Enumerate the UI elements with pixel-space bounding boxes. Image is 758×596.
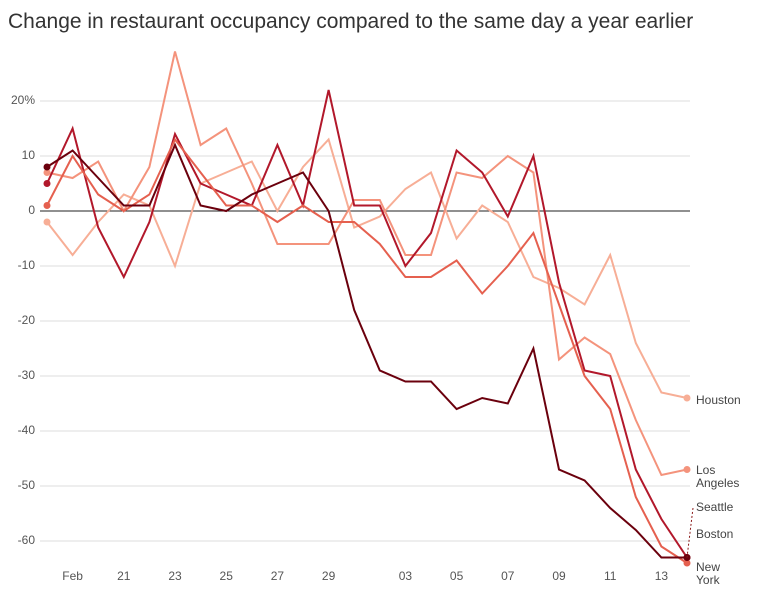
- start-dot: [43, 202, 51, 209]
- series-line: [46, 89, 688, 559]
- series-label: Los Angeles: [696, 463, 740, 490]
- x-tick-label: Feb: [62, 569, 83, 583]
- y-tick-label: -40: [18, 423, 36, 437]
- x-tick-label: 29: [322, 569, 336, 583]
- chart-title: Change in restaurant occupancy compared …: [8, 10, 693, 33]
- series-label: New York: [696, 560, 721, 587]
- end-dot: [683, 466, 691, 473]
- x-tick-label: 05: [450, 569, 464, 583]
- series-label: Seattle: [696, 500, 734, 514]
- y-tick-label: -50: [18, 478, 36, 492]
- x-tick-label: 09: [552, 569, 566, 583]
- y-tick-label: -20: [18, 313, 36, 327]
- start-dot: [43, 163, 51, 171]
- start-dot: [43, 169, 51, 176]
- y-tick-label: -30: [18, 368, 36, 382]
- x-tick-label: 03: [399, 569, 413, 583]
- y-tick-label: -60: [18, 533, 36, 547]
- x-tick-label: 27: [271, 569, 285, 583]
- x-tick-label: 07: [501, 569, 515, 583]
- series-line: [46, 142, 687, 559]
- y-tick-label: 20%: [11, 93, 35, 107]
- end-dot: [683, 394, 691, 402]
- x-tick-label: 21: [117, 569, 131, 583]
- end-dot: [683, 559, 691, 567]
- x-tick-label: 11: [604, 569, 617, 583]
- x-tick-label: 13: [655, 569, 669, 583]
- series-line: [46, 51, 688, 477]
- start-dot: [43, 218, 51, 226]
- start-dot: [43, 180, 51, 187]
- y-tick-label: 0: [28, 203, 35, 217]
- y-tick-label: -10: [18, 258, 36, 272]
- series-line: [46, 137, 688, 564]
- leader-line: [686, 507, 694, 558]
- series-line: [46, 137, 688, 399]
- x-tick-label: 23: [168, 569, 182, 583]
- y-tick-label: 10: [22, 148, 36, 162]
- series-label: Boston: [696, 527, 734, 541]
- x-tick-label: 25: [220, 569, 234, 583]
- series-label: Houston: [696, 393, 741, 407]
